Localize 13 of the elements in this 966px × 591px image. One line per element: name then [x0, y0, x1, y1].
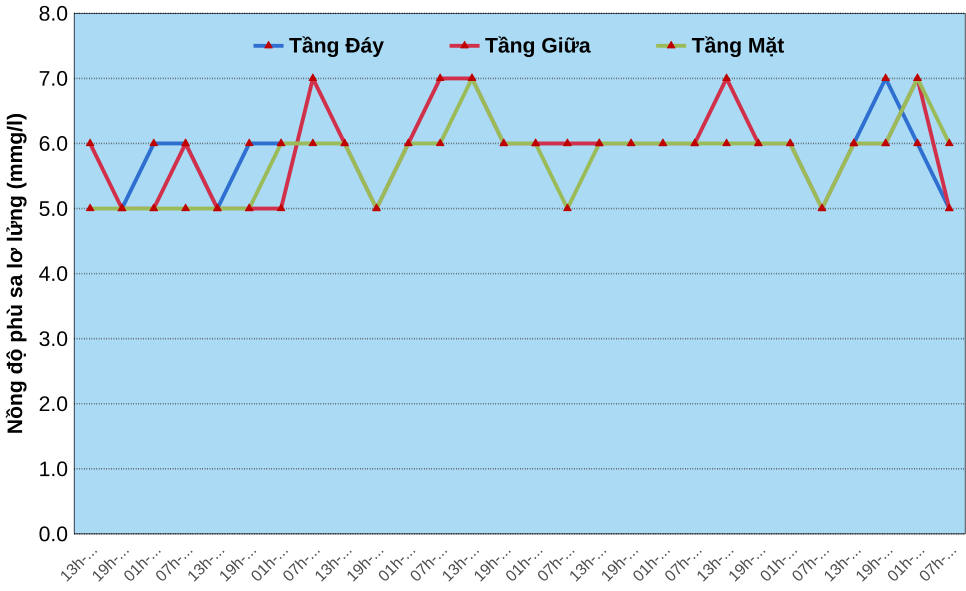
y-tick-label: 5.0: [40, 201, 68, 216]
legend-label: Tầng Đáy: [289, 36, 384, 58]
legend-label: Tầng Giữa: [485, 36, 591, 58]
y-tick-label: 7.0: [40, 70, 68, 86]
y-tick-label: 1.0: [40, 461, 68, 476]
y-tick-label: 6.0: [40, 136, 68, 151]
y-tick-label: 3.0: [39, 331, 68, 346]
y-tick-label: 8.0: [40, 6, 68, 21]
y-axis-title: Nồng độ phù sa lơ lửng (mmg/l): [6, 114, 27, 433]
y-tick-label: 0.0: [39, 526, 68, 542]
y-tick-label: 2.0: [40, 396, 68, 412]
y-tick-label: 4.0: [39, 266, 68, 282]
legend-label: Tầng Mặt: [692, 36, 784, 58]
